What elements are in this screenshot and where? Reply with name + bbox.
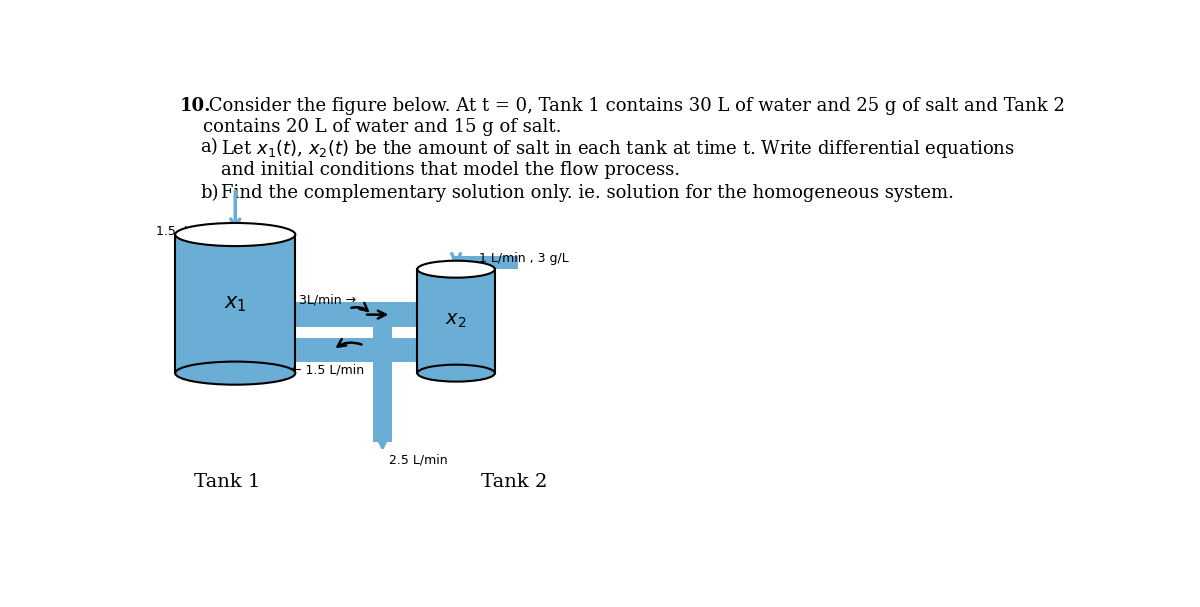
Text: 10.: 10. <box>180 98 211 115</box>
Bar <box>295 327 418 339</box>
Bar <box>175 234 295 373</box>
Ellipse shape <box>418 365 494 382</box>
Bar <box>373 302 392 443</box>
Text: Tank 1: Tank 1 <box>194 473 260 491</box>
Text: $x_1$: $x_1$ <box>224 294 247 314</box>
Bar <box>418 269 494 373</box>
Ellipse shape <box>175 362 295 385</box>
Text: 3L/min →: 3L/min → <box>299 294 356 307</box>
Text: Find the complementary solution only. ie. solution for the homogeneous system.: Find the complementary solution only. ie… <box>221 185 954 203</box>
Text: $x_2$: $x_2$ <box>445 312 467 330</box>
Text: b): b) <box>200 185 218 203</box>
Text: 1.5  L/min  1 g/L: 1.5 L/min 1 g/L <box>156 225 258 237</box>
Text: 2.5 L/min: 2.5 L/min <box>389 454 448 467</box>
Bar <box>452 256 518 269</box>
Text: a): a) <box>200 138 218 156</box>
Bar <box>295 302 418 327</box>
Text: Tank 2: Tank 2 <box>481 473 547 491</box>
Ellipse shape <box>418 261 494 277</box>
Bar <box>295 339 418 362</box>
Text: Consider the figure below. At t = 0, Tank 1 contains 30 L of water and 25 g of s: Consider the figure below. At t = 0, Tan… <box>203 98 1064 115</box>
Text: Let $x_1(t)$, $x_2(t)$ be the amount of salt in each tank at time t. Write diffe: Let $x_1(t)$, $x_2(t)$ be the amount of … <box>221 138 1015 160</box>
Text: ← 1.5 L/min: ← 1.5 L/min <box>292 364 365 377</box>
Text: and initial conditions that model the flow process.: and initial conditions that model the fl… <box>221 161 680 180</box>
Ellipse shape <box>175 223 295 246</box>
Text: contains 20 L of water and 15 g of salt.: contains 20 L of water and 15 g of salt. <box>203 118 562 135</box>
Text: 1 L/min , 3 g/L: 1 L/min , 3 g/L <box>479 253 569 265</box>
